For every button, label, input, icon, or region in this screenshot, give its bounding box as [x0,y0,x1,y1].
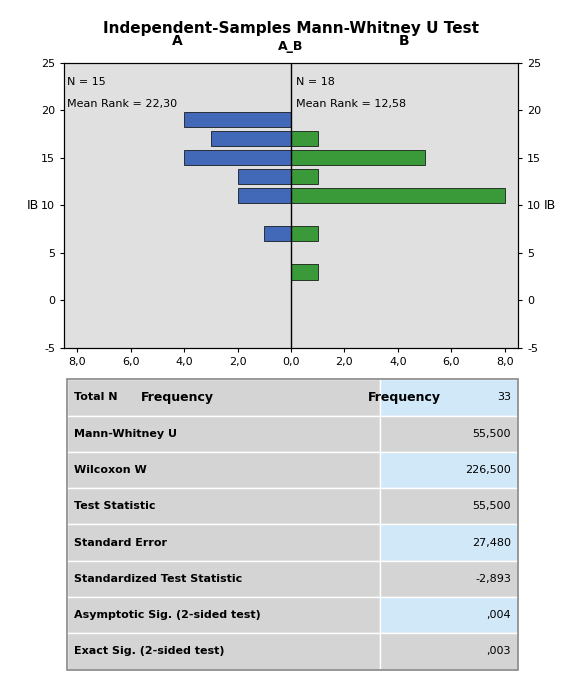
Text: ,004: ,004 [487,610,511,620]
Bar [211,131,291,146]
Bar [184,150,291,166]
Y-axis label: IB: IB [544,199,556,212]
Text: ,003: ,003 [487,647,511,656]
Text: N = 15: N = 15 [67,77,105,87]
Text: 226,500: 226,500 [465,465,511,475]
Text: 55,500: 55,500 [473,429,511,438]
Bar [291,150,424,166]
Text: Mean Rank = 12,58: Mean Rank = 12,58 [296,99,406,109]
Text: Mann-Whitney U: Mann-Whitney U [74,429,177,438]
Text: Independent-Samples Mann-Whitney U Test: Independent-Samples Mann-Whitney U Test [103,21,479,36]
Bar [237,169,291,184]
Text: 27,480: 27,480 [472,537,511,548]
Text: Standardized Test Statistic: Standardized Test Statistic [74,574,242,584]
Bar [291,169,318,184]
Text: A_B: A_B [278,40,304,53]
Text: Frequency: Frequency [141,391,214,404]
Text: A: A [172,34,183,49]
Text: Exact Sig. (2-sided test): Exact Sig. (2-sided test) [74,647,225,656]
Text: Test Statistic: Test Statistic [74,501,155,512]
Bar [291,226,318,242]
Text: Asymptotic Sig. (2-sided test): Asymptotic Sig. (2-sided test) [74,610,261,620]
Bar [291,131,318,146]
Text: Standard Error: Standard Error [74,537,167,548]
Text: -2,893: -2,893 [475,574,511,584]
Text: 33: 33 [497,393,511,402]
Text: Mean Rank = 22,30: Mean Rank = 22,30 [67,99,177,109]
Bar [237,188,291,203]
Text: N = 18: N = 18 [296,77,335,87]
Y-axis label: IB: IB [26,199,38,212]
Bar [291,264,318,280]
Text: Total N: Total N [74,393,118,402]
Text: 55,500: 55,500 [473,501,511,512]
Text: Frequency: Frequency [368,391,441,404]
Bar [291,188,505,203]
Text: Wilcoxon W: Wilcoxon W [74,465,147,475]
Bar [264,226,291,242]
Text: B: B [399,34,410,49]
Bar [184,112,291,127]
